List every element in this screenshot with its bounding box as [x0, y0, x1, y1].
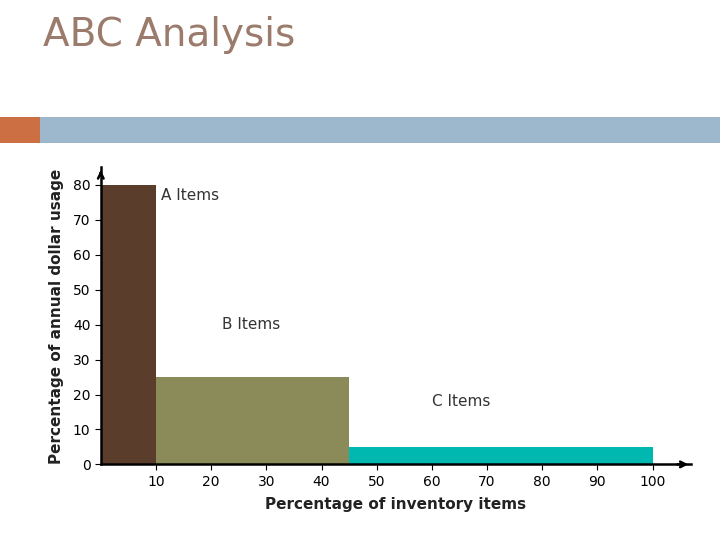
Text: ABC Analysis: ABC Analysis [43, 16, 295, 54]
Bar [349, 447, 652, 464]
Text: C Items: C Items [432, 394, 490, 409]
Text: B Items: B Items [222, 317, 281, 332]
Bar [101, 185, 156, 464]
Bar [156, 377, 349, 464]
Y-axis label: Percentage of annual dollar usage: Percentage of annual dollar usage [50, 168, 64, 463]
Text: A Items: A Items [161, 188, 220, 204]
X-axis label: Percentage of inventory items: Percentage of inventory items [266, 497, 526, 512]
